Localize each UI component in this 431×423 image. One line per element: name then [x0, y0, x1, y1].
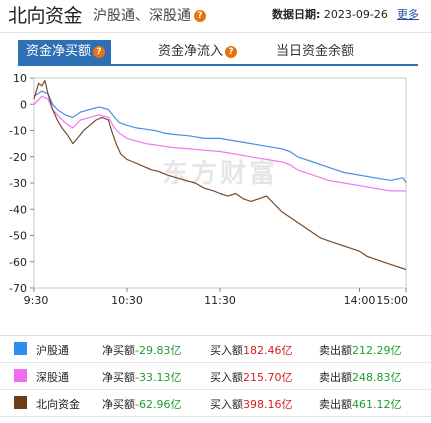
legend-swatch [14, 369, 27, 382]
buy-value: 215.70亿 [243, 371, 293, 384]
y-tick-label: -40 [9, 203, 27, 216]
net-label: 净买额 [102, 344, 135, 357]
x-tick-label: 10:30 [111, 294, 143, 307]
buy-amount: 买入额182.46亿 [210, 342, 293, 358]
x-tick-label: 15:00 [376, 294, 408, 307]
buy-label: 买入额 [210, 371, 243, 384]
tab-net-buy[interactable]: 资金净买额? [18, 40, 112, 64]
net-buy: 净买额-33.13亿 [102, 369, 181, 385]
legend-name: 沪股通 [36, 344, 69, 357]
net-value: -62.96亿 [135, 398, 182, 411]
y-tick-label: -70 [9, 282, 27, 295]
sell-label: 卖出额 [319, 371, 352, 384]
tab-net-inflow[interactable]: 资金净流入? [158, 40, 238, 64]
buy-value: 398.16亿 [243, 398, 293, 411]
chart-series [33, 80, 407, 271]
subtitle-text: 沪股通、深股通 [93, 8, 191, 24]
question-icon[interactable]: ? [93, 45, 106, 58]
tab-net-inflow-label: 资金净流入 [158, 44, 224, 59]
sell-amount: 卖出额212.29亿 [319, 342, 402, 358]
legend-row-sh: 沪股通 净买额-29.83亿 买入额182.46亿 卖出额212.29亿 [0, 336, 431, 363]
sell-amount: 卖出额461.12亿 [319, 396, 402, 412]
series-line-1 [33, 95, 407, 192]
net-buy: 净买额-62.96亿 [102, 396, 181, 412]
page-title: 北向资金 [8, 5, 83, 27]
date-value: 2023-09-26 [323, 8, 388, 21]
legend-swatch [14, 342, 27, 355]
sell-label: 卖出额 [319, 398, 352, 411]
y-tick-label: -60 [9, 256, 27, 269]
date-label: 数据日期: [272, 8, 321, 21]
sell-value: 212.29亿 [352, 344, 402, 357]
tab-daily-balance-label: 当日资金余额 [276, 44, 355, 59]
series-line-0 [33, 90, 407, 183]
net-buy: 净买额-29.83亿 [102, 342, 181, 358]
data-date: 数据日期: 2023-09-26 [272, 6, 388, 22]
y-tick-label: 10 [13, 72, 27, 85]
sell-value: 461.12亿 [352, 398, 402, 411]
legend-row-sz: 深股通 净买额-33.13亿 买入额215.70亿 卖出额248.83亿 [0, 363, 431, 390]
sell-label: 卖出额 [319, 344, 352, 357]
y-tick-label: 0 [20, 98, 27, 111]
y-tick-label: -10 [9, 125, 27, 138]
net-value: -33.13亿 [135, 371, 182, 384]
net-label: 净买额 [102, 398, 135, 411]
header: 北向资金 沪股通、深股通? 数据日期: 2023-09-26 更多 [0, 0, 431, 30]
legend: 沪股通 净买额-29.83亿 买入额182.46亿 卖出额212.29亿 深股通… [0, 335, 431, 417]
buy-label: 买入额 [210, 344, 243, 357]
y-tick-label: -50 [9, 230, 27, 243]
tab-bar: 资金净买额? 资金净流入? 当日资金余额 [0, 40, 431, 64]
net-label: 净买额 [102, 371, 135, 384]
sell-amount: 卖出额248.83亿 [319, 369, 402, 385]
more-link[interactable]: 更多 [397, 8, 419, 21]
header-divider [0, 32, 431, 33]
page-subtitle: 沪股通、深股通? [93, 5, 206, 25]
watermark: 东方财富 [162, 158, 278, 189]
y-tick-label: -30 [9, 177, 27, 190]
tab-underline [18, 64, 418, 66]
x-tick-label: 14:00 [344, 294, 376, 307]
question-icon[interactable]: ? [225, 45, 238, 58]
chart-axes: 10 0 -10 -20 -30 -40 -50 -60 -709:30 10:30 11:30 14… [9, 72, 408, 307]
buy-label: 买入额 [210, 398, 243, 411]
series-line-2 [33, 80, 407, 271]
tab-daily-balance[interactable]: 当日资金余额 [276, 40, 354, 64]
question-icon[interactable]: ? [194, 10, 206, 22]
line-chart: 东方财富 10 0 -10 -20 -30 -40 -50 -60 -709:30 10:30 11… [9, 72, 408, 307]
buy-amount: 买入额215.70亿 [210, 369, 293, 385]
legend-row-north: 北向资金 净买额-62.96亿 买入额398.16亿 卖出额461.12亿 [0, 390, 431, 417]
tab-net-buy-label: 资金净买额 [26, 44, 92, 59]
buy-amount: 买入额398.16亿 [210, 396, 293, 412]
sell-value: 248.83亿 [352, 371, 402, 384]
x-tick-label: 11:30 [204, 294, 236, 307]
legend-name: 深股通 [36, 371, 69, 384]
legend-swatch [14, 396, 27, 409]
legend-name: 北向资金 [36, 398, 80, 411]
y-tick-label: -20 [9, 151, 27, 164]
net-value: -29.83亿 [135, 344, 182, 357]
buy-value: 182.46亿 [243, 344, 293, 357]
x-tick-label: 9:30 [24, 294, 49, 307]
